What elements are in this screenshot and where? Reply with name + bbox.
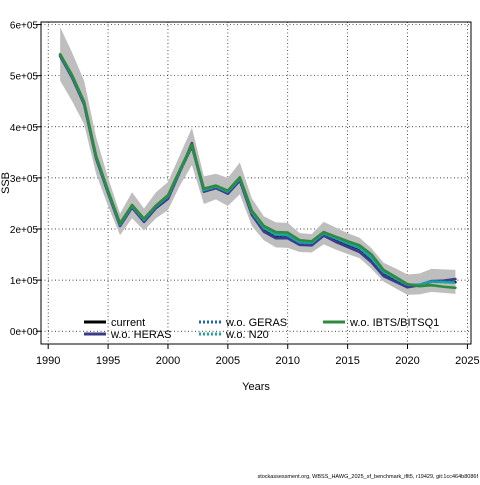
legend-label: w.o. HERAS	[110, 329, 172, 341]
x-tick-label: 2025	[455, 355, 479, 367]
y-axis-label: SSB	[0, 172, 12, 194]
series-line-w-o-n20	[58, 53, 457, 287]
y-tick-label: 0e+00	[10, 327, 39, 338]
legend-label: w.o. GERAS	[225, 317, 287, 329]
legend-label: w.o. N20	[225, 329, 269, 341]
series-line-w-o-heras	[58, 54, 457, 289]
series-lines-group	[58, 52, 457, 290]
y-tick-label: 6e+05	[10, 21, 39, 32]
x-tick-label: 2020	[395, 355, 419, 367]
series-line-w-o-ibts-bitsq1	[58, 52, 457, 290]
x-tick-label: 1995	[96, 355, 120, 367]
x-tick-label: 2005	[216, 355, 240, 367]
y-tick-label: 2e+05	[10, 225, 39, 236]
plot-frame	[40, 21, 472, 345]
legend-label: current	[111, 317, 145, 329]
confidence-band-group	[60, 27, 456, 295]
x-tick-label: 2010	[275, 355, 299, 367]
series-line-w-o-geras	[58, 53, 457, 287]
x-axis-label: Years	[242, 381, 270, 393]
y-tick-label: 1e+05	[10, 276, 39, 287]
series-line-current	[58, 53, 457, 288]
x-tick-label: 2015	[335, 355, 359, 367]
y-tick-label: 3e+05	[10, 174, 39, 185]
x-tick-label: 2000	[156, 355, 180, 367]
axes-group: 1990 1995 2000 2005 2010 2015 2020 2025 0e+00 1e+…	[10, 21, 480, 367]
x-tick-label: 1990	[36, 355, 60, 367]
confidence-band	[60, 27, 456, 295]
y-tick-label: 4e+05	[10, 123, 39, 134]
legend-label: w.o. IBTS/BITSQ1	[349, 317, 439, 329]
y-tick-label: 5e+05	[10, 72, 39, 83]
source-footer: stockassessment.org, WBSS_HAWG_2025_sf_b…	[257, 474, 478, 480]
